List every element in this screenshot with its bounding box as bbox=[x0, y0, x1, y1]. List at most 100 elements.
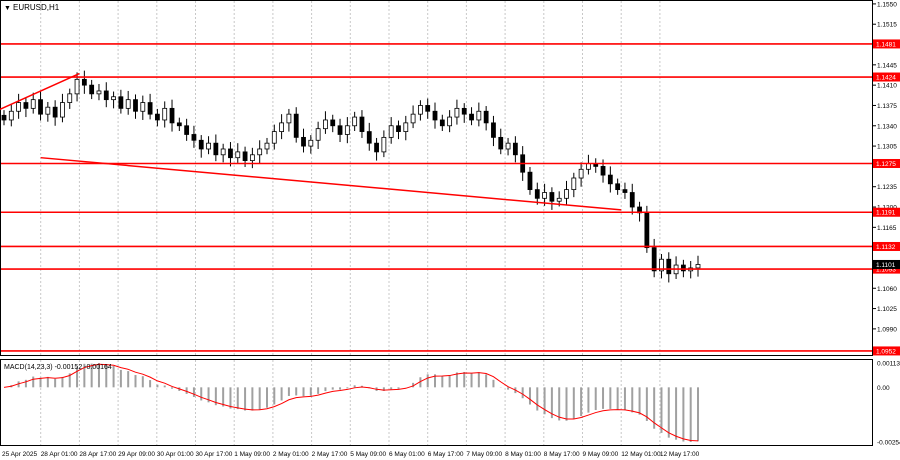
candle-body bbox=[454, 107, 460, 118]
level-label-bg bbox=[873, 241, 900, 251]
candle-body bbox=[680, 264, 686, 272]
candle-body bbox=[629, 192, 635, 208]
candle-body bbox=[578, 168, 584, 179]
level-label-bg bbox=[873, 346, 900, 356]
candle-body bbox=[542, 192, 547, 199]
candle-body bbox=[651, 247, 657, 272]
candle-body bbox=[74, 78, 80, 95]
level-label: 1.0952 bbox=[876, 348, 896, 355]
level-label-bg bbox=[873, 72, 900, 82]
time-axis-label: 29 Apr 09:00 bbox=[118, 451, 155, 458]
price-tick-label: 1.0990 bbox=[877, 326, 897, 333]
candle-body bbox=[1, 114, 7, 121]
level-label: 1.1424 bbox=[876, 75, 896, 82]
candle-body bbox=[439, 119, 445, 127]
candle-body bbox=[512, 142, 518, 156]
candle-body bbox=[176, 122, 182, 127]
time-axis-label: 25 Apr 2025 bbox=[2, 451, 37, 458]
candle-body bbox=[498, 136, 504, 150]
macd-tick-label: 0.00 bbox=[877, 385, 890, 392]
candle-body bbox=[476, 110, 482, 121]
candle-body bbox=[366, 131, 372, 144]
candle-body bbox=[491, 122, 496, 138]
candle-body bbox=[264, 142, 270, 150]
candle-body bbox=[67, 93, 73, 103]
time-axis-label: 6 May 17:00 bbox=[428, 451, 464, 458]
price-tick-label: 1.1550 bbox=[877, 1, 897, 8]
candle-body bbox=[16, 102, 22, 112]
candle-body bbox=[38, 99, 43, 115]
candle-body bbox=[417, 105, 423, 115]
candle-body bbox=[359, 116, 365, 132]
candle-body bbox=[381, 136, 387, 153]
candle-body bbox=[337, 125, 343, 135]
level-label-bg bbox=[873, 158, 900, 168]
level-label: 1.1275 bbox=[876, 161, 896, 168]
candle-body bbox=[147, 102, 153, 115]
candle-body bbox=[235, 151, 241, 159]
time-axis-label: 30 Apr 17:00 bbox=[196, 451, 233, 458]
candle-body bbox=[162, 107, 168, 121]
candle-body bbox=[118, 96, 124, 109]
candle-body bbox=[461, 107, 467, 115]
candle-body bbox=[323, 119, 328, 130]
macd-histogram bbox=[10, 363, 699, 442]
price-tick-label: 1.1165 bbox=[877, 225, 897, 232]
candle-body bbox=[330, 119, 336, 127]
time-axis-label: 2 May 17:00 bbox=[312, 451, 348, 458]
candle-body bbox=[220, 148, 226, 156]
candle-body bbox=[403, 122, 409, 132]
price-tick-label: 1.1515 bbox=[877, 22, 897, 29]
candle-body bbox=[169, 107, 175, 124]
candle-body bbox=[556, 197, 562, 202]
trend-line-upper bbox=[0, 72, 80, 111]
candle-body bbox=[564, 189, 569, 199]
time-axis-label: 2 May 01:00 bbox=[273, 451, 309, 458]
trend-line-lower bbox=[40, 156, 622, 211]
macd-tick-label: 0.00113 bbox=[877, 361, 900, 368]
candle-body bbox=[483, 110, 489, 124]
chart-title-icon[interactable]: ▼ bbox=[4, 5, 11, 12]
candle-body bbox=[607, 174, 613, 185]
candle-body bbox=[52, 106, 58, 118]
time-axis[interactable]: 25 Apr 2025 28 Apr 01:00 28 Apr 17:00 29 Ap… bbox=[2, 451, 700, 458]
level-label-bg bbox=[873, 264, 900, 274]
candle-body bbox=[60, 102, 65, 118]
level-label-bg bbox=[873, 39, 900, 49]
price-tick-label: 1.1235 bbox=[877, 184, 897, 191]
level-price-labels: 1.1481 1.1424 1.1275 1.1191 1.1132 1.1093 1.09… bbox=[873, 39, 900, 356]
candle-body bbox=[615, 183, 621, 191]
current-price-bg bbox=[873, 259, 900, 269]
candle-body bbox=[352, 116, 358, 127]
candle-body bbox=[293, 113, 299, 138]
candle-body bbox=[125, 99, 131, 109]
price-tick-label: 1.1305 bbox=[877, 144, 897, 151]
current-price-label: 1.1101 bbox=[876, 262, 896, 269]
price-axis[interactable]: 1.1550 1.1515 1.1445 1.1410 1.1375 1.1340 1.13… bbox=[872, 1, 897, 333]
price-tick-label: 1.1410 bbox=[877, 83, 897, 90]
time-axis-label: 6 May 01:00 bbox=[389, 451, 425, 458]
candle-body bbox=[622, 189, 628, 193]
level-label: 1.1132 bbox=[876, 244, 896, 251]
time-axis-label: 8 May 01:00 bbox=[505, 451, 541, 458]
candle-body bbox=[308, 139, 314, 147]
candle-body bbox=[396, 125, 401, 132]
candle-body bbox=[228, 148, 233, 159]
price-tick-label: 1.1060 bbox=[877, 286, 897, 293]
macd-tick-label: -0.00254 bbox=[877, 440, 900, 447]
price-panel-frame bbox=[0, 0, 873, 356]
candle-body bbox=[410, 113, 416, 124]
time-axis-label: 8 May 17:00 bbox=[544, 451, 580, 458]
macd-label: MACD(14,23,3) -0.00152 -0.00164 bbox=[4, 364, 112, 371]
candle-body bbox=[271, 131, 277, 144]
candle-body bbox=[133, 99, 138, 112]
candle-body bbox=[89, 84, 95, 95]
candle-body bbox=[81, 78, 87, 86]
price-tick-label: 1.1025 bbox=[877, 306, 897, 313]
level-label: 1.1191 bbox=[876, 210, 896, 217]
candle-body bbox=[344, 125, 350, 135]
candle-body bbox=[206, 142, 211, 150]
candle-body bbox=[111, 96, 116, 101]
candle-body bbox=[30, 99, 36, 109]
